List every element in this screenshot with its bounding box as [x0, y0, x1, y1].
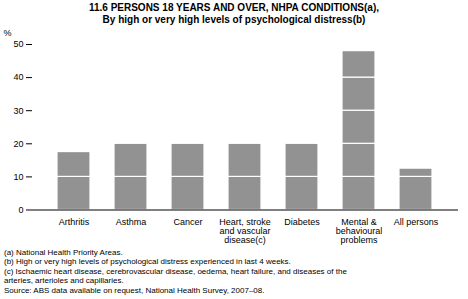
html-text:11.6 PERSONS 18 YEARS AND OVER: 11.6 PERSONS 18 YEARS AND OVER, NHPA CON… — [89, 2, 379, 13]
svg-text:10: 10 — [13, 172, 23, 182]
html-text:(a) National Health Priority A: (a) National Health Priority Areas. — [4, 247, 123, 257]
svg-text:Mental &behaviouralproblems: Mental &behaviouralproblems — [336, 217, 383, 245]
svg-text:50: 50 — [13, 39, 23, 49]
svg-text:40: 40 — [13, 72, 23, 82]
svg-text:%: % — [4, 28, 12, 38]
svg-text:20: 20 — [13, 139, 23, 149]
html-text:(b) High or very high levels o: (b) High or very high levels of psycholo… — [4, 257, 291, 266]
svg-text:Arthritis: Arthritis — [59, 217, 90, 227]
svg-text:30: 30 — [13, 106, 23, 116]
svg-text:Asthma: Asthma — [116, 217, 147, 227]
html-text:By high or very high levels of: By high or very high levels of psycholog… — [102, 14, 366, 25]
html-text:(c) Ischaemic heart disease, c: (c) Ischaemic heart disease, cerebrovasc… — [4, 266, 347, 285]
svg-text:0: 0 — [18, 205, 23, 215]
html-text:Source: ABS data available on: Source: ABS data available on request, N… — [4, 285, 265, 295]
svg-text:Heart, strokeand vasculardisea: Heart, strokeand vasculardisease(c) — [219, 217, 271, 245]
svg-text:All persons: All persons — [394, 217, 439, 227]
svg-text:Diabetes: Diabetes — [284, 217, 320, 227]
svg-text:Cancer: Cancer — [173, 217, 202, 227]
